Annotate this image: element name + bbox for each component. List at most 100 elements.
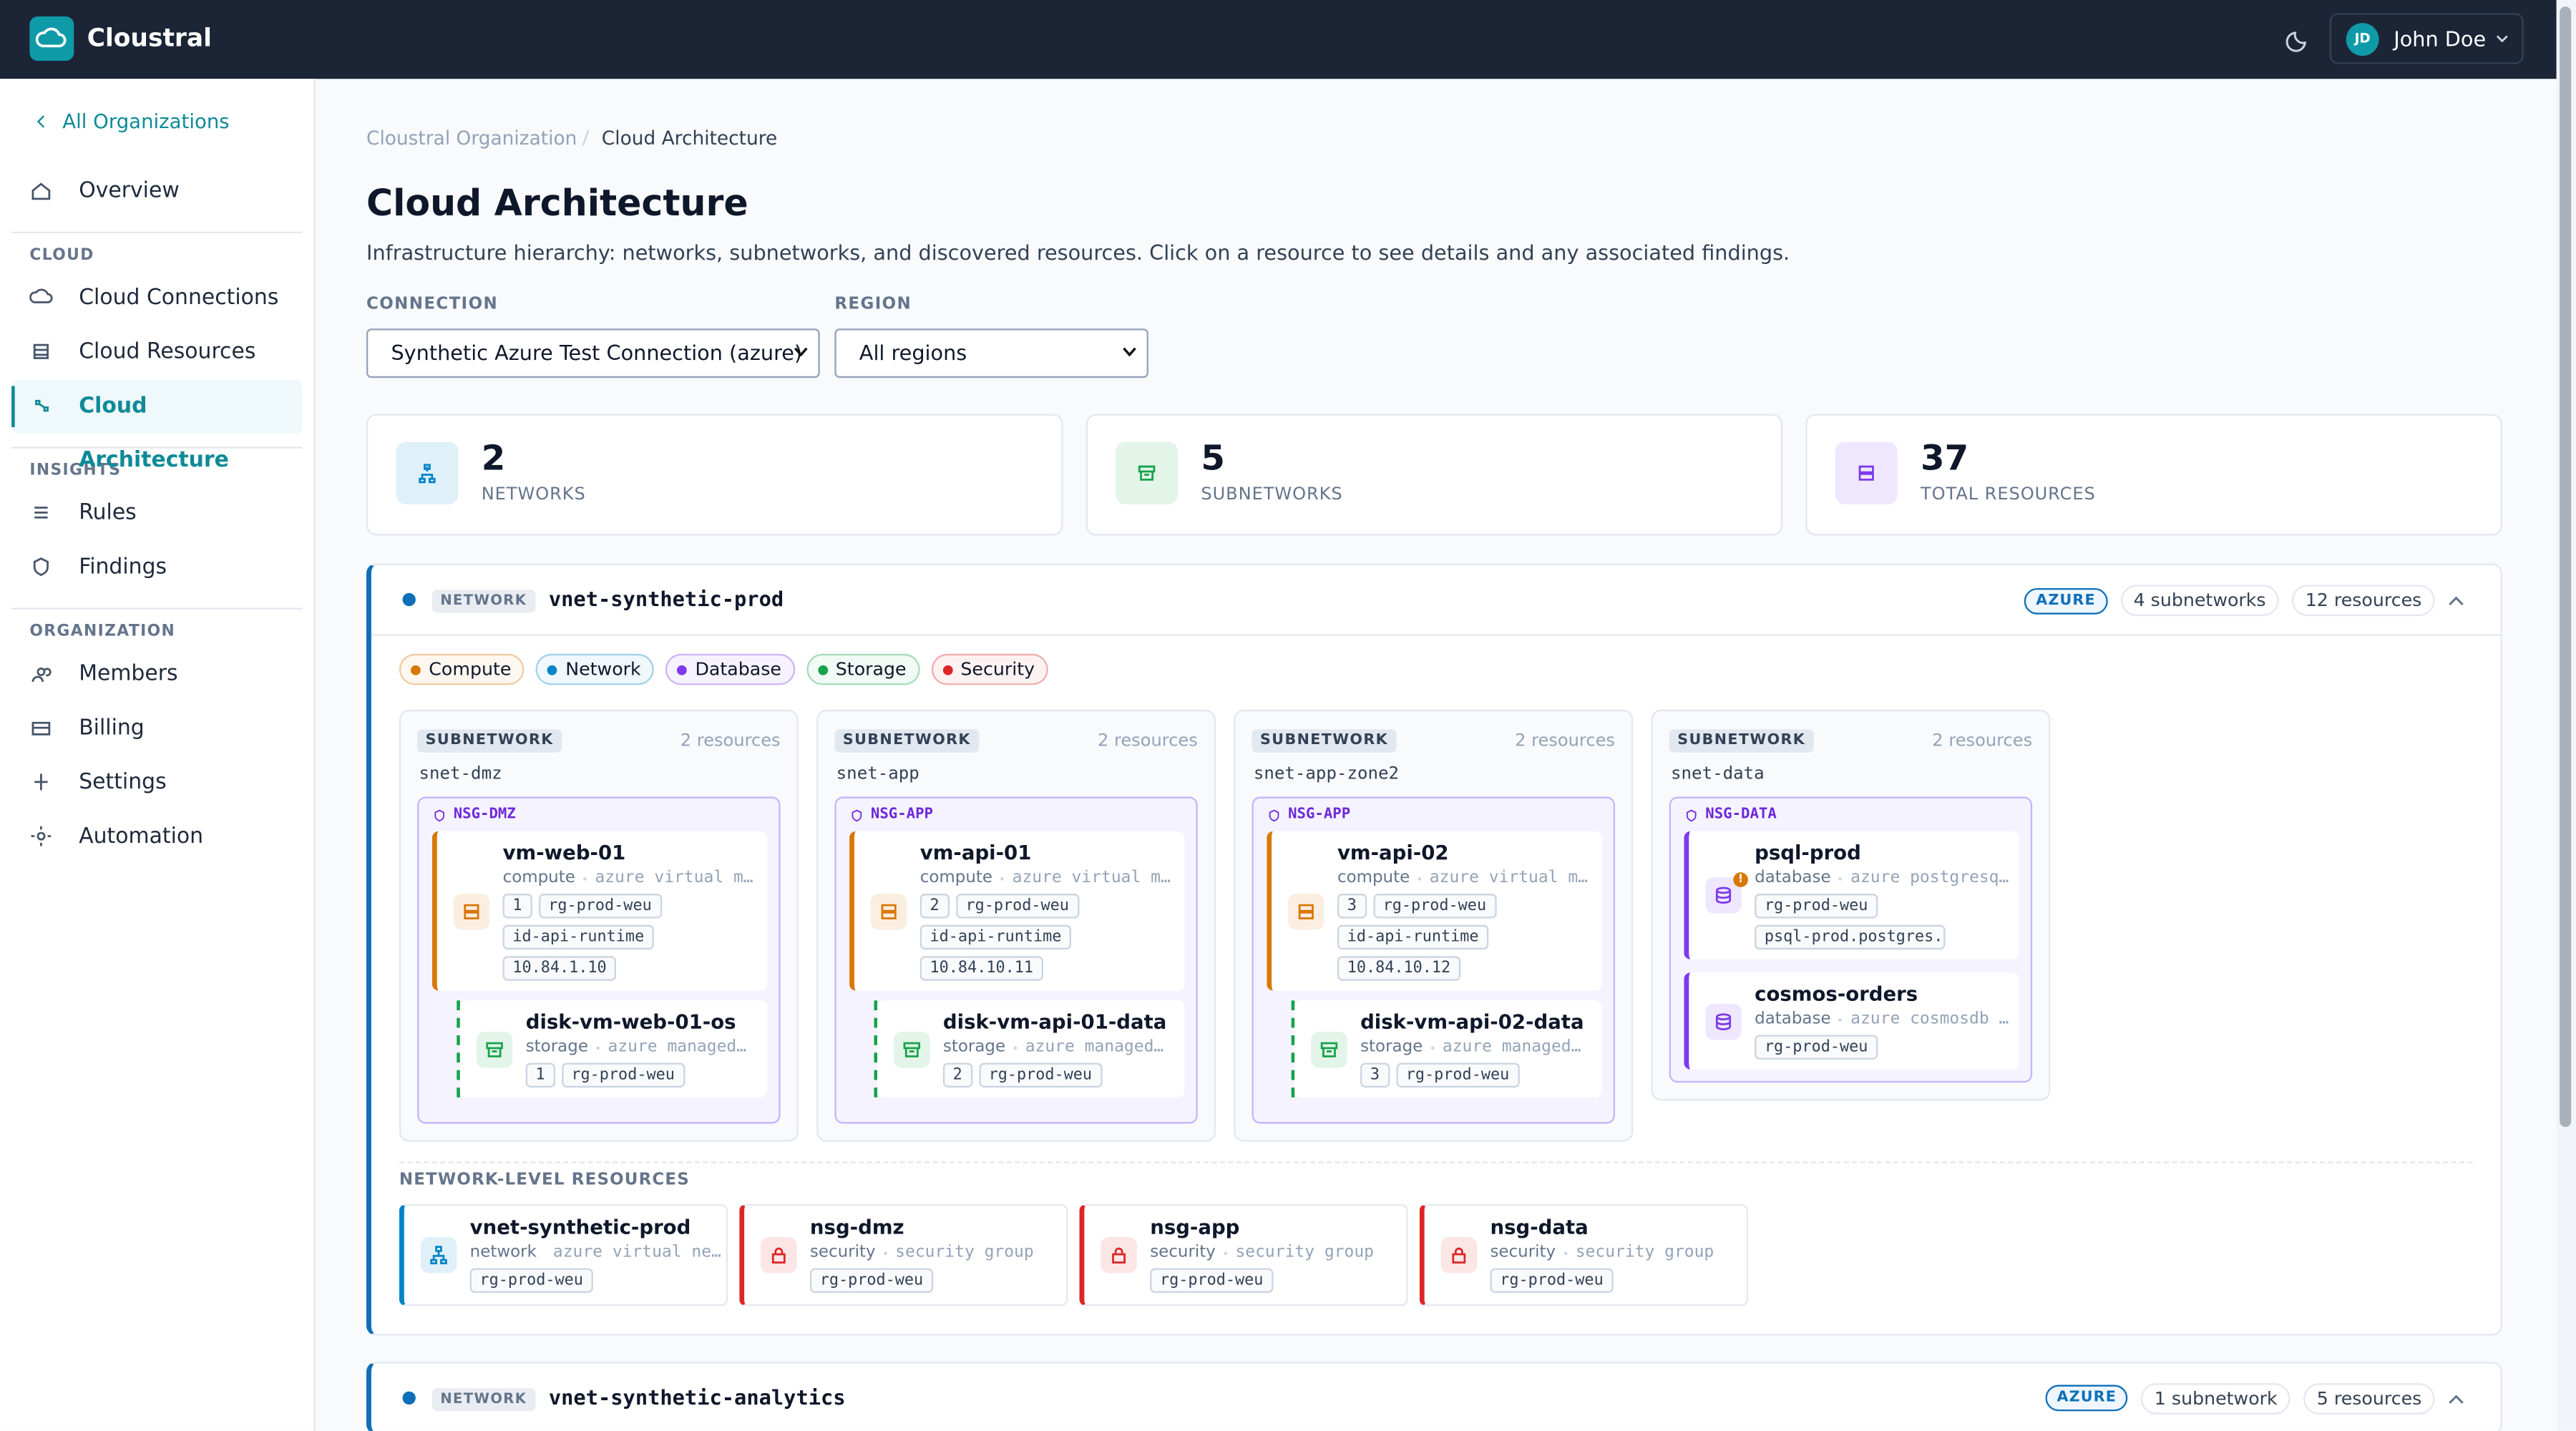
- resource-icon: [1705, 1002, 1742, 1040]
- icon: [1715, 887, 1732, 904]
- resource-icon: [1101, 1236, 1137, 1274]
- nav-label: Settings: [79, 770, 167, 796]
- resource-kind: database: [1755, 869, 1831, 887]
- separator-dot: [1224, 1251, 1227, 1254]
- nav-item[interactable]: Cloud Resources: [11, 326, 302, 380]
- nav-item[interactable]: Automation: [11, 810, 302, 864]
- nav-label: Members: [79, 662, 178, 687]
- nav-item[interactable]: Rules: [11, 487, 302, 541]
- icon: [2449, 596, 2464, 605]
- icon-shape: [1715, 887, 1732, 904]
- resource-icon: [1288, 892, 1324, 929]
- nav-label: Cloud Architecture: [79, 394, 229, 474]
- breadcrumb[interactable]: Cloustral Organization: [366, 126, 577, 150]
- subnetwork: SUBNETWORK 2 resources snet-data NSG-DATA! p…: [1651, 709, 2051, 1101]
- icon: [36, 115, 45, 128]
- resource-card[interactable]: nsg-dmz security security group rg-prod-weu: [739, 1203, 1068, 1307]
- resource-icon: [1440, 1236, 1478, 1274]
- icon: [434, 809, 444, 821]
- resource-icon: [761, 1236, 797, 1274]
- divider: [11, 446, 303, 449]
- tag: id-api-runtime: [502, 924, 654, 950]
- tags: rg-prod-weu: [1490, 1268, 1736, 1293]
- tag: 1: [502, 894, 532, 919]
- resource-card[interactable]: disk-vm-web-01-os storage azure managed… 1 r…: [459, 1000, 768, 1098]
- stat-value: 5: [1201, 439, 1225, 479]
- resource-desc: azure virtual m…: [1429, 869, 1588, 887]
- nav-item[interactable]: Cloud Connections: [11, 271, 302, 326]
- nav-item[interactable]: Overview: [11, 165, 302, 219]
- stat-card: 37 TOTAL RESOURCES: [1805, 414, 2502, 536]
- resource-kind: database: [1755, 1010, 1831, 1029]
- resource-name: nsg-app: [1150, 1216, 1240, 1239]
- nav-item[interactable]: Cloud Architecture: [11, 379, 303, 473]
- icon-shape: [1686, 809, 1697, 821]
- resource-desc: azure virtual m…: [595, 869, 753, 887]
- nav: Overview CLOUD Cloud Connections Cloud Reso…: [0, 165, 314, 864]
- avatar: JD: [2346, 23, 2379, 57]
- resource-type: security security group: [1490, 1244, 1736, 1261]
- resource-card[interactable]: ! psql-prod database azure postgresq… rg-pro…: [1684, 831, 2019, 959]
- icon-shape: [1123, 347, 1136, 357]
- separator-dot: [1839, 876, 1843, 880]
- resource-card[interactable]: vm-api-02 compute azure virtual m… 3 rg-prod…: [1267, 831, 1602, 991]
- select[interactable]: All regions: [834, 328, 1148, 378]
- nsg-name: NSG-APP: [1288, 806, 1351, 824]
- network-header[interactable]: NETWORK vnet-synthetic-analytics AZURE 1 su…: [371, 1364, 2501, 1431]
- resource-card[interactable]: disk-vm-api-01-data storage azure managed……: [877, 1000, 1185, 1098]
- tag: 2: [919, 894, 950, 919]
- divider: [11, 231, 303, 234]
- back-link[interactable]: All Organizations: [36, 110, 230, 133]
- select[interactable]: Synthetic Azure Test Connection (azure): [366, 328, 820, 378]
- icon: [31, 826, 52, 846]
- subnetwork-header: SUBNETWORK 2 resources: [1252, 729, 1615, 753]
- nsg-label: NSG-APP: [1267, 806, 1601, 823]
- nav-item[interactable]: Findings: [11, 540, 302, 595]
- icon: [486, 1041, 503, 1057]
- tags: 3 rg-prod-weu id-api-runtime 10.84.10.12: [1337, 894, 1592, 981]
- separator-dot: [1418, 876, 1422, 880]
- resource-card[interactable]: vnet-synthetic-prod network azure virtual …: [399, 1203, 728, 1307]
- icon-shape: [2449, 1395, 2464, 1404]
- icon: [794, 347, 808, 357]
- tags: rg-prod-weu: [469, 1268, 716, 1293]
- nsg-label: NSG-DMZ: [432, 806, 767, 823]
- icon: [1138, 465, 1156, 481]
- subnetwork-kind: SUBNETWORK: [417, 729, 562, 753]
- icon: [464, 903, 479, 919]
- resource-card[interactable]: vm-api-01 compute azure virtual m… 2 rg-prod…: [849, 831, 1185, 991]
- legend-swatch: [942, 664, 952, 675]
- resource-type: compute azure virtual m…: [1337, 869, 1592, 887]
- subnetwork-name: snet-dmz: [419, 763, 502, 784]
- nav-item[interactable]: Billing: [11, 701, 302, 756]
- resource-card[interactable]: vm-web-01 compute azure virtual m… 1 rg-prod…: [431, 831, 768, 991]
- resource-desc: azure postgresq…: [1850, 869, 2009, 887]
- tags: 2 rg-prod-weu: [942, 1063, 1175, 1088]
- scroll-thumb[interactable]: [2560, 6, 2572, 1128]
- resource-kind: security: [1150, 1244, 1216, 1262]
- icon-shape: [2285, 31, 2306, 52]
- resource-desc: azure virtual ne…: [552, 1244, 721, 1262]
- legend-swatch: [547, 664, 557, 675]
- nsg-group: NSG-DATA! psql-prod database azure postgres…: [1669, 796, 2033, 1083]
- separator-dot: [583, 876, 587, 880]
- resource-card[interactable]: nsg-data security security group rg-prod-we…: [1419, 1203, 1748, 1307]
- resource-card[interactable]: cosmos-orders database azure cosmosdb … rg-…: [1684, 972, 2019, 1070]
- resource-card[interactable]: nsg-app security security group rg-prod-weu: [1079, 1203, 1408, 1307]
- resource-desc: azure virtual m…: [1012, 869, 1171, 887]
- subnetwork: SUBNETWORK 2 resources snet-dmz NSG-DMZ vm-w…: [399, 709, 799, 1142]
- nav-item[interactable]: Members: [11, 648, 302, 702]
- network-header[interactable]: NETWORK vnet-synthetic-prod AZURE 4 subnetw…: [371, 565, 2501, 634]
- nav-label: Automation: [79, 824, 204, 850]
- icon-shape: [35, 27, 67, 48]
- icon-shape: [1858, 465, 1874, 481]
- tag: 3: [1360, 1063, 1390, 1088]
- resource-icon: [420, 1236, 457, 1274]
- resource-card[interactable]: disk-vm-api-02-data storage azure managed……: [1294, 1000, 1602, 1098]
- resource-type: storage azure managed…: [943, 1038, 1175, 1056]
- user-menu[interactable]: JD John Doe: [2329, 13, 2524, 64]
- child-resources: disk-vm-api-01-data storage azure managed……: [874, 1000, 1185, 1098]
- nav-item[interactable]: Settings: [11, 756, 302, 810]
- theme-toggle[interactable]: [2285, 26, 2312, 53]
- subnetwork-name: snet-app: [836, 763, 919, 784]
